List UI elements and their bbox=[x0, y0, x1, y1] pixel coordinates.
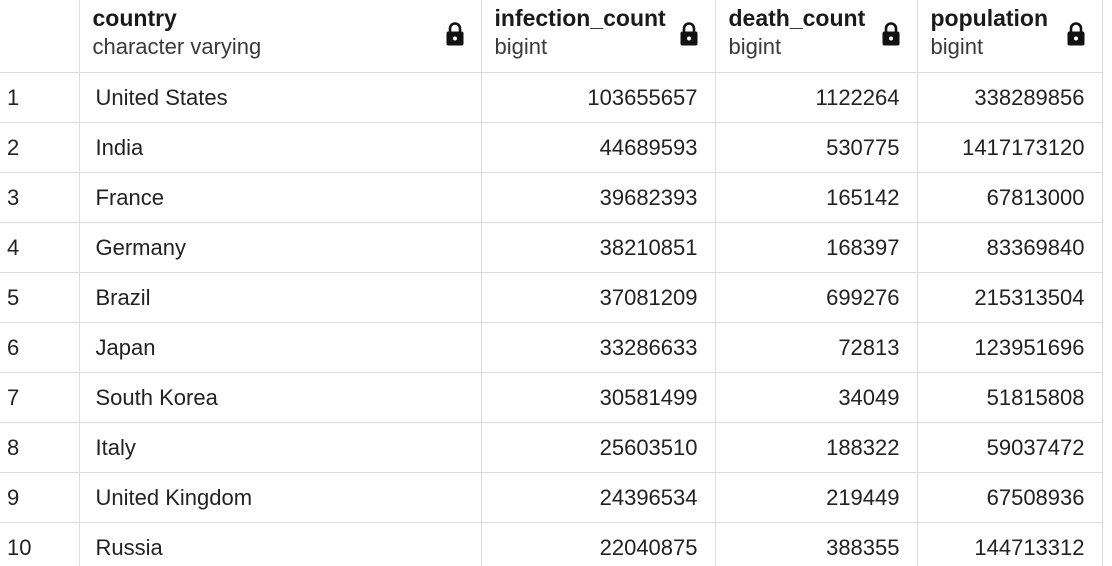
row-number[interactable]: 10 bbox=[0, 522, 80, 566]
column-header-country[interactable]: country character varying bbox=[79, 0, 482, 73]
row-number[interactable]: 2 bbox=[0, 122, 80, 173]
cell-death-count[interactable]: 188322 bbox=[715, 422, 918, 473]
column-header-infection-count[interactable]: infection_count bigint bbox=[481, 0, 716, 73]
row-number[interactable]: 9 bbox=[0, 472, 80, 523]
cell-country[interactable]: India bbox=[79, 122, 482, 173]
cell-infection-count[interactable]: 103655657 bbox=[481, 72, 716, 123]
row-number[interactable]: 1 bbox=[0, 72, 80, 123]
cell-country[interactable]: Brazil bbox=[79, 272, 482, 323]
column-type: bigint bbox=[494, 34, 548, 59]
cell-population[interactable]: 144713312 bbox=[917, 522, 1103, 566]
cell-infection-count[interactable]: 38210851 bbox=[481, 222, 716, 273]
lock-icon bbox=[882, 22, 899, 46]
cell-infection-count[interactable]: 33286633 bbox=[481, 322, 716, 373]
table-row[interactable]: 5 Brazil 37081209 699276 215313504 bbox=[0, 272, 1103, 323]
column-type: bigint bbox=[728, 34, 782, 59]
lock-icon bbox=[1067, 22, 1084, 46]
cell-population[interactable]: 123951696 bbox=[917, 322, 1103, 373]
table-row[interactable]: 2 India 44689593 530775 1417173120 bbox=[0, 122, 1103, 173]
row-number[interactable]: 8 bbox=[0, 422, 80, 473]
cell-population[interactable]: 1417173120 bbox=[917, 122, 1103, 173]
column-type: bigint bbox=[930, 34, 984, 59]
cell-infection-count[interactable]: 22040875 bbox=[481, 522, 716, 566]
cell-infection-count[interactable]: 44689593 bbox=[481, 122, 716, 173]
column-type: character varying bbox=[92, 34, 262, 59]
cell-death-count[interactable]: 165142 bbox=[715, 172, 918, 223]
cell-death-count[interactable]: 168397 bbox=[715, 222, 918, 273]
table-header: country character varying infection_coun… bbox=[0, 0, 1103, 73]
cell-country[interactable]: South Korea bbox=[79, 372, 482, 423]
row-number-header[interactable] bbox=[0, 0, 80, 73]
cell-country[interactable]: Germany bbox=[79, 222, 482, 273]
cell-population[interactable]: 83369840 bbox=[917, 222, 1103, 273]
cell-population[interactable]: 338289856 bbox=[917, 72, 1103, 123]
cell-population[interactable]: 51815808 bbox=[917, 372, 1103, 423]
cell-population[interactable]: 67813000 bbox=[917, 172, 1103, 223]
cell-infection-count[interactable]: 37081209 bbox=[481, 272, 716, 323]
cell-infection-count[interactable]: 39682393 bbox=[481, 172, 716, 223]
table-row[interactable]: 3 France 39682393 165142 67813000 bbox=[0, 172, 1103, 223]
row-number[interactable]: 4 bbox=[0, 222, 80, 273]
table-row[interactable]: 4 Germany 38210851 168397 83369840 bbox=[0, 222, 1103, 273]
column-name: population bbox=[930, 5, 1049, 31]
row-number[interactable]: 7 bbox=[0, 372, 80, 423]
cell-death-count[interactable]: 699276 bbox=[715, 272, 918, 323]
row-number[interactable]: 6 bbox=[0, 322, 80, 373]
cell-country[interactable]: Italy bbox=[79, 422, 482, 473]
cell-death-count[interactable]: 72813 bbox=[715, 322, 918, 373]
cell-country[interactable]: United States bbox=[79, 72, 482, 123]
column-name: country bbox=[92, 5, 177, 31]
cell-population[interactable]: 67508936 bbox=[917, 472, 1103, 523]
column-header-population[interactable]: population bigint bbox=[917, 0, 1103, 73]
cell-death-count[interactable]: 219449 bbox=[715, 472, 918, 523]
cell-death-count[interactable]: 1122264 bbox=[715, 72, 918, 123]
cell-country[interactable]: Japan bbox=[79, 322, 482, 373]
table-row[interactable]: 7 South Korea 30581499 34049 51815808 bbox=[0, 372, 1103, 423]
table-row[interactable]: 8 Italy 25603510 188322 59037472 bbox=[0, 422, 1103, 473]
cell-country[interactable]: United Kingdom bbox=[79, 472, 482, 523]
table-row[interactable]: 9 United Kingdom 24396534 219449 6750893… bbox=[0, 472, 1103, 523]
cell-infection-count[interactable]: 24396534 bbox=[481, 472, 716, 523]
column-name: death_count bbox=[728, 5, 866, 31]
cell-death-count[interactable]: 388355 bbox=[715, 522, 918, 566]
column-name: infection_count bbox=[494, 5, 666, 31]
cell-country[interactable]: France bbox=[79, 172, 482, 223]
table-row[interactable]: 1 United States 103655657 1122264 338289… bbox=[0, 72, 1103, 123]
column-header-death-count[interactable]: death_count bigint bbox=[715, 0, 918, 73]
cell-country[interactable]: Russia bbox=[79, 522, 482, 566]
lock-icon bbox=[680, 22, 697, 46]
row-number[interactable]: 5 bbox=[0, 272, 80, 323]
cell-infection-count[interactable]: 30581499 bbox=[481, 372, 716, 423]
cell-population[interactable]: 215313504 bbox=[917, 272, 1103, 323]
cell-population[interactable]: 59037472 bbox=[917, 422, 1103, 473]
table-row[interactable]: 10 Russia 22040875 388355 144713312 bbox=[0, 522, 1103, 566]
lock-icon bbox=[446, 22, 463, 46]
cell-infection-count[interactable]: 25603510 bbox=[481, 422, 716, 473]
cell-death-count[interactable]: 530775 bbox=[715, 122, 918, 173]
table-body: 1 United States 103655657 1122264 338289… bbox=[0, 72, 1103, 566]
table-row[interactable]: 6 Japan 33286633 72813 123951696 bbox=[0, 322, 1103, 373]
cell-death-count[interactable]: 34049 bbox=[715, 372, 918, 423]
row-number[interactable]: 3 bbox=[0, 172, 80, 223]
